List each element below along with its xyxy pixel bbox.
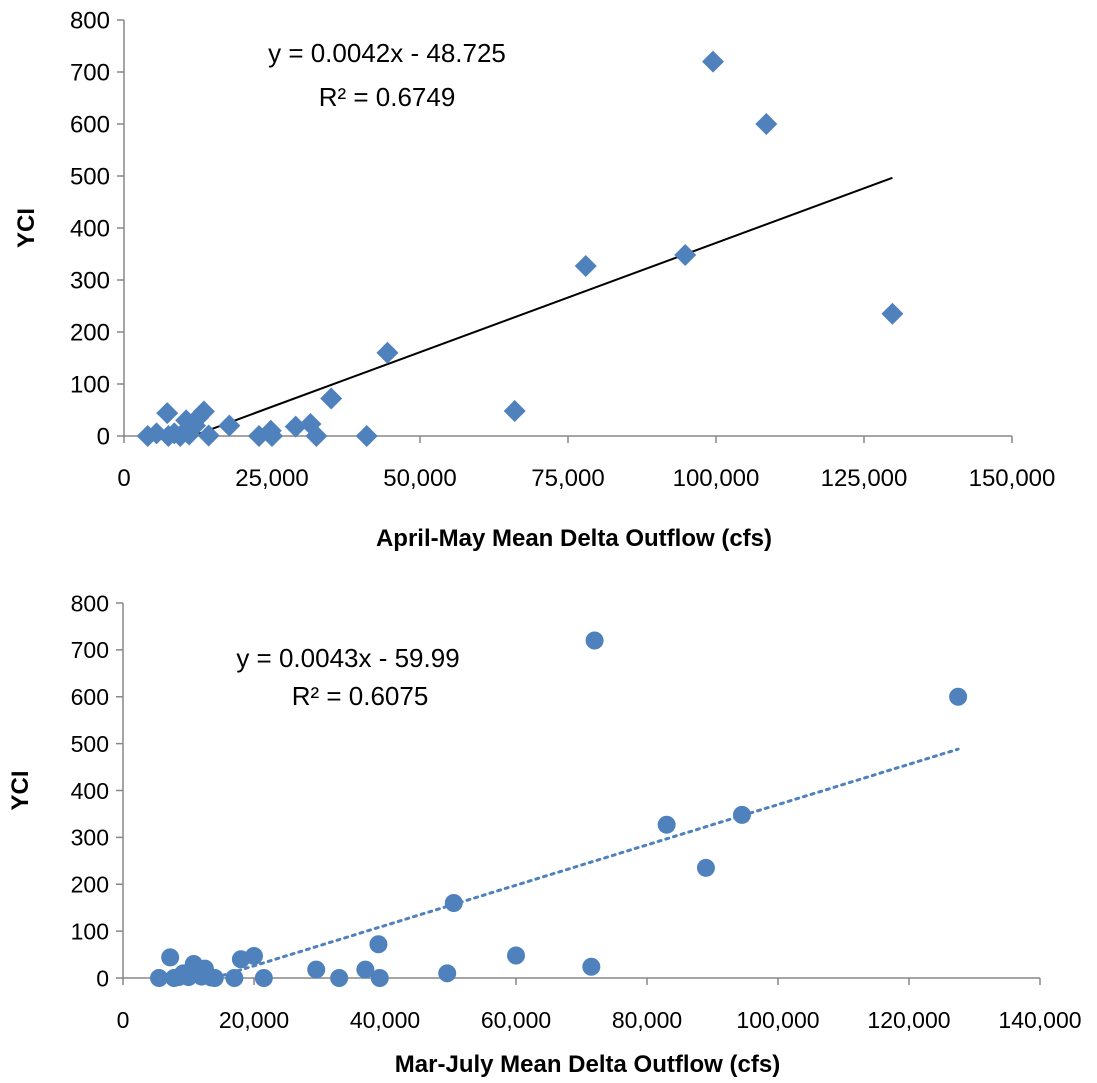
y-tick-label: 200: [70, 320, 110, 347]
y-tick-label: 0: [96, 965, 109, 991]
data-point: [330, 969, 349, 987]
trendline: [192, 176, 893, 437]
y-tick-label: 100: [70, 372, 110, 399]
data-point: [674, 244, 697, 267]
x-tick-label: 100,000: [673, 465, 760, 492]
data-point: [376, 341, 399, 364]
data-point: [755, 113, 778, 135]
data-point: [161, 948, 180, 967]
y-tick-label: 0: [97, 424, 110, 451]
data-point: [197, 424, 220, 447]
y-tick-label: 400: [70, 216, 110, 243]
data-point: [582, 957, 601, 976]
x-tick-label: 100,000: [736, 1007, 819, 1033]
data-point: [245, 946, 263, 965]
data-point: [355, 425, 378, 447]
y-tick-label: 200: [71, 872, 109, 898]
y-tick-label: 800: [71, 590, 109, 616]
data-point: [284, 415, 307, 438]
trendline: [213, 747, 960, 980]
data-point: [192, 400, 215, 423]
chart-2: 0 100 200 300 400 500 600 700 800 0 20,000 40,000 60…: [7, 590, 1082, 1078]
chart-1: 0 100 200 300 400 500 600 700 800 0 25,000 50,000 75…: [13, 8, 1055, 552]
data-point: [444, 894, 463, 912]
y-tick-label: 700: [71, 637, 109, 663]
y-tick-label: 500: [70, 164, 110, 191]
r-squared-label: R² = 0.6075: [292, 681, 429, 711]
data-point: [307, 960, 326, 979]
y-tick-label: 600: [71, 684, 109, 710]
data-point: [585, 631, 604, 650]
y-axis-label: YCI: [13, 208, 40, 248]
data-point: [732, 805, 751, 824]
data-point: [225, 969, 244, 987]
y-tick-label: 700: [70, 60, 110, 87]
data-point: [507, 946, 525, 965]
data-point: [438, 964, 457, 983]
y-tick-label: 500: [71, 731, 109, 757]
data-point: [218, 414, 241, 437]
x-axis-label: April-May Mean Delta Outflow (cfs): [376, 525, 772, 552]
y-axis-label: YCI: [7, 770, 34, 810]
x-tick-label: 20,000: [219, 1007, 289, 1033]
data-point: [657, 815, 676, 834]
x-tick-label: 80,000: [612, 1007, 682, 1033]
data-point: [261, 425, 283, 447]
r-squared-label: R² = 0.6749: [319, 82, 456, 112]
x-tick-label: 0: [117, 1007, 130, 1033]
y-tick-label: 100: [71, 918, 109, 944]
y-tick-label: 400: [71, 778, 109, 804]
data-point: [356, 960, 375, 979]
data-point: [156, 402, 179, 425]
data-point: [696, 858, 715, 877]
x-tick-label: 40,000: [350, 1007, 420, 1033]
data-point: [205, 969, 224, 987]
x-tick-label: 60,000: [481, 1007, 551, 1033]
data-point: [320, 387, 343, 410]
data-point: [881, 302, 904, 325]
data-point: [305, 425, 328, 447]
data-point: [702, 50, 725, 73]
x-tick-label: 150,000: [969, 465, 1056, 492]
x-tick-label: 25,000: [235, 465, 308, 492]
data-point: [369, 935, 388, 954]
x-tick-label: 0: [117, 465, 130, 492]
data-point: [254, 969, 273, 987]
x-tick-label: 50,000: [383, 465, 456, 492]
data-point: [949, 687, 968, 706]
trendline-equation: y = 0.0043x - 59.99: [236, 643, 459, 673]
x-axis-label: Mar-July Mean Delta Outflow (cfs): [395, 1051, 780, 1078]
y-tick-label: 300: [71, 825, 109, 851]
data-point: [150, 969, 169, 987]
data-point: [574, 254, 597, 277]
x-tick-label: 125,000: [821, 465, 908, 492]
y-tick-label: 600: [70, 112, 110, 139]
trendline-equation: y = 0.0042x - 48.725: [268, 38, 506, 68]
x-tick-label: 140,000: [998, 1007, 1081, 1033]
y-tick-label: 300: [70, 268, 110, 295]
x-tick-label: 75,000: [531, 465, 604, 492]
data-point: [370, 969, 389, 987]
data-point: [503, 400, 526, 423]
x-tick-label: 120,000: [867, 1007, 950, 1033]
y-tick-label: 800: [70, 8, 110, 35]
